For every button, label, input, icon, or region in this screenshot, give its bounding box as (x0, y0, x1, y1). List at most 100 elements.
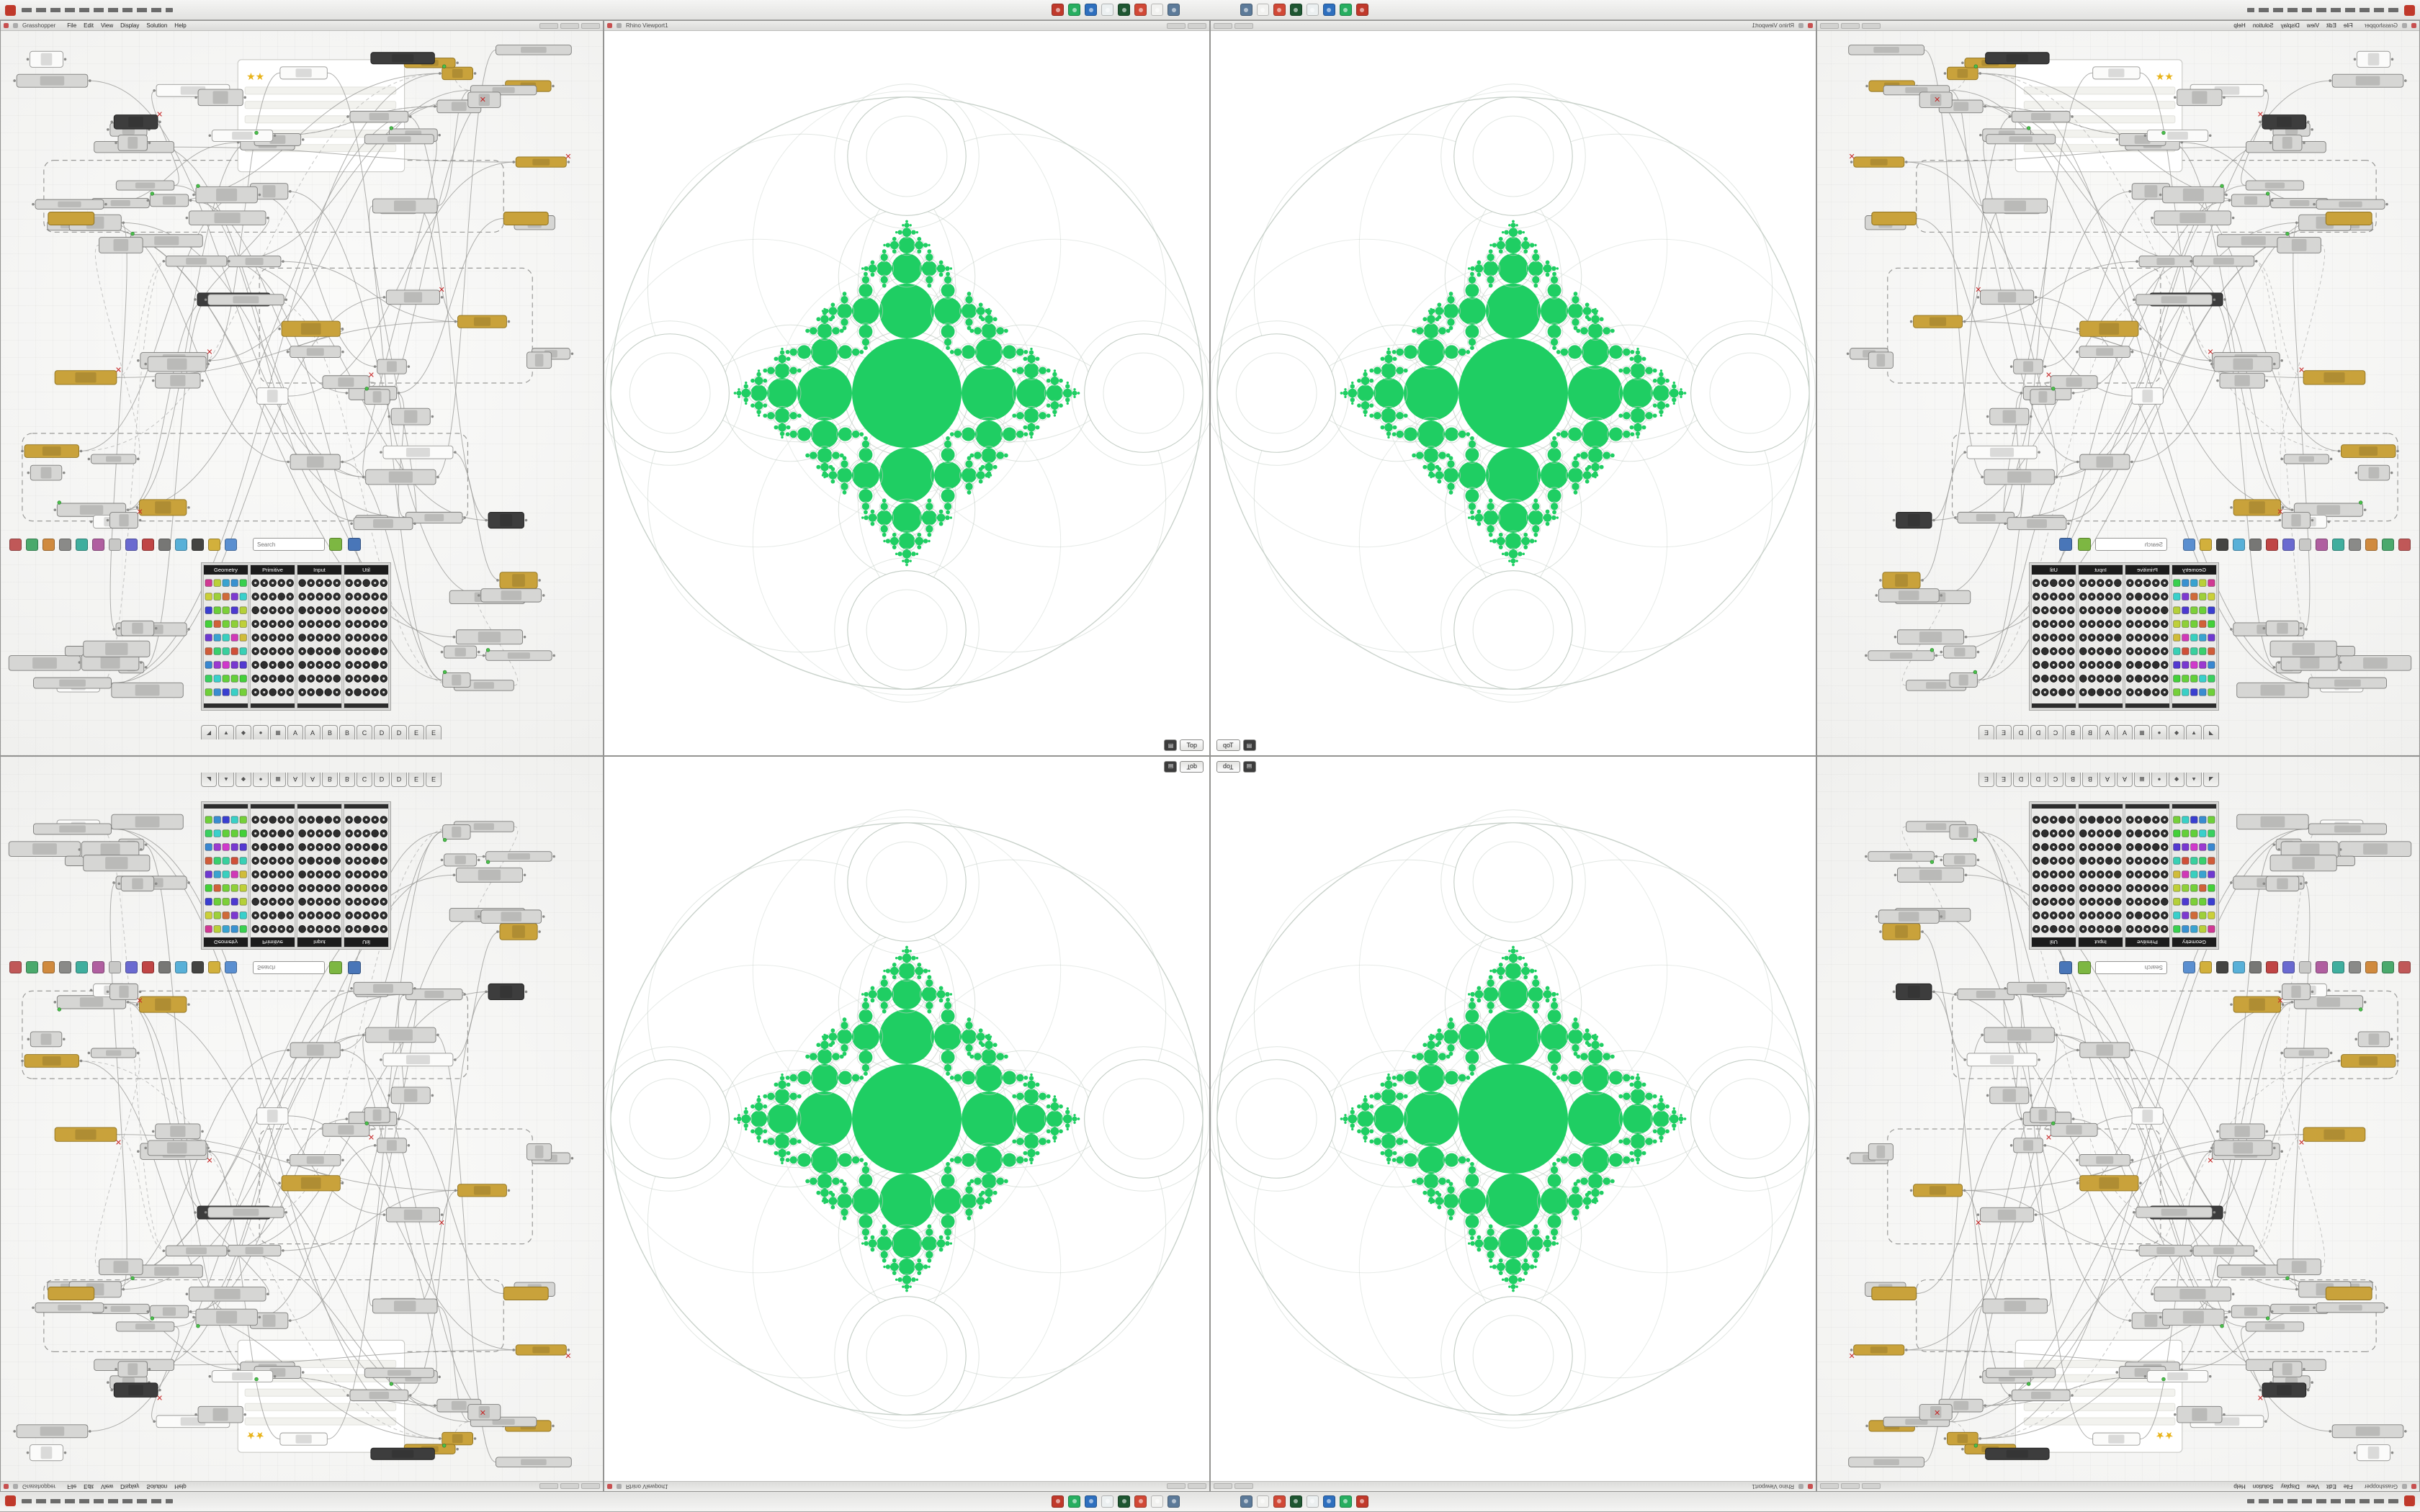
gh-node[interactable] (35, 1302, 104, 1313)
green-app-icon[interactable] (1340, 4, 1352, 16)
bake-icon[interactable] (2266, 538, 2278, 551)
menu-item-edit[interactable]: Edit (2326, 1483, 2336, 1490)
shape-tab-icon[interactable]: ▲ (2186, 725, 2202, 739)
gh-node[interactable] (2303, 370, 2366, 385)
palette-icons[interactable] (2032, 575, 2076, 703)
gh-node[interactable] (99, 237, 143, 253)
gh-node[interactable] (365, 1027, 436, 1043)
minimize-icon[interactable] (2402, 1484, 2407, 1489)
gh-node[interactable] (2265, 876, 2300, 892)
file-save-icon[interactable] (2059, 961, 2072, 974)
named-view-icon[interactable] (2349, 538, 2361, 551)
gh-node[interactable] (1868, 351, 1894, 369)
letter-tab-b[interactable]: B (2082, 725, 2098, 739)
close-icon[interactable] (4, 1484, 9, 1489)
cluster-icon[interactable] (2282, 538, 2295, 551)
gh-node[interactable] (54, 1127, 117, 1142)
rhino-viewport[interactable]: ▤ Top (1211, 757, 1816, 1481)
gh-node[interactable] (444, 645, 478, 659)
gh-node[interactable] (2131, 1107, 2164, 1125)
gh-node[interactable] (364, 134, 434, 145)
gh-node[interactable] (2341, 1054, 2396, 1068)
gh-node[interactable] (442, 672, 471, 688)
gh-node[interactable] (382, 445, 454, 459)
star-icon[interactable]: ★★ (246, 1430, 264, 1441)
shape-tab-icon[interactable]: ◢ (2203, 773, 2219, 787)
palette-section-title[interactable]: Geometry (204, 937, 248, 947)
minimize-icon[interactable] (1798, 1484, 1803, 1489)
menu-item-file[interactable]: File (67, 1483, 77, 1490)
letter-tab-d[interactable]: D (2013, 773, 2029, 787)
letter-tab-e[interactable]: E (426, 725, 442, 739)
app-launcher-icon[interactable] (2404, 1495, 2415, 1507)
settings-app-icon[interactable] (1168, 4, 1180, 16)
palette-icon-grid[interactable] (204, 575, 248, 703)
star-icon[interactable]: ★★ (2156, 1430, 2174, 1441)
gh-node[interactable] (377, 1138, 407, 1153)
cluster-icon[interactable] (125, 538, 138, 551)
gh-node[interactable] (442, 1431, 473, 1446)
palette-icons[interactable] (2079, 809, 2123, 937)
letter-tab-c[interactable]: C (2048, 773, 2063, 787)
close-app-icon[interactable] (1356, 4, 1368, 16)
gh-node[interactable] (1984, 469, 2055, 485)
letter-tab-e[interactable]: E (408, 773, 424, 787)
palette-icons[interactable] (2125, 809, 2169, 937)
close-icon[interactable] (4, 23, 9, 28)
gh-node[interactable] (1966, 445, 2038, 459)
close-icon[interactable] (2411, 23, 2416, 28)
gh-node[interactable] (109, 983, 138, 1000)
shape-tab-icon[interactable]: ◆ (2169, 773, 2184, 787)
palette-section-title[interactable]: Geometry (2172, 565, 2216, 575)
palette-icon-grid[interactable] (2032, 575, 2076, 703)
palette-icon-grid[interactable] (251, 809, 295, 937)
gh-node[interactable] (364, 389, 390, 405)
gh-node[interactable] (113, 114, 158, 130)
gh-node[interactable] (2265, 620, 2300, 636)
letter-tab-e[interactable]: E (1996, 773, 2012, 787)
zoom-icon[interactable] (42, 961, 55, 974)
gh-node[interactable] (1942, 645, 1976, 659)
palette-icon-grid[interactable] (2172, 575, 2216, 703)
pan-icon[interactable] (2382, 961, 2394, 974)
gh-node[interactable] (2283, 454, 2330, 464)
menu-item-help[interactable]: Help (2233, 22, 2246, 29)
viewport-menu-icon[interactable]: ▤ (1164, 761, 1178, 773)
gh-node[interactable] (2236, 814, 2309, 830)
gh-node[interactable] (2079, 1153, 2130, 1166)
gh-node[interactable] (195, 1308, 258, 1326)
letter-tab-c[interactable]: C (2048, 725, 2063, 739)
gh-node[interactable] (2303, 1127, 2366, 1142)
gh-node[interactable] (165, 256, 228, 267)
gh-node[interactable] (349, 110, 409, 123)
letter-tab-d[interactable]: D (391, 725, 407, 739)
shape-tab-icon[interactable]: ◆ (236, 773, 251, 787)
gh-node[interactable] (1896, 629, 1965, 645)
viewport-menu-icon[interactable]: ▤ (1164, 739, 1178, 751)
palette-icons[interactable] (344, 809, 388, 937)
doc-app-icon[interactable] (1151, 4, 1163, 16)
gh-node[interactable] (1878, 909, 1940, 924)
gh-node[interactable] (496, 1457, 572, 1467)
menu-item-display[interactable]: Display (2280, 1483, 2300, 1490)
gh-node[interactable] (165, 1245, 228, 1256)
gh-node[interactable] (149, 194, 189, 207)
gh-node[interactable] (35, 199, 104, 210)
gh-node-selected[interactable] (503, 212, 549, 225)
gh-node[interactable] (290, 454, 341, 470)
gh-node[interactable] (1848, 1457, 1924, 1467)
file-new-icon[interactable] (329, 538, 342, 551)
gh-node[interactable] (2282, 512, 2311, 529)
letter-tab-e[interactable]: E (426, 773, 442, 787)
gh-node[interactable] (353, 981, 413, 995)
palette-section-title[interactable]: Input (297, 565, 341, 575)
gh-node[interactable] (2013, 1138, 2043, 1153)
titlebar-chip[interactable] (539, 22, 558, 29)
gh-node[interactable] (2293, 995, 2364, 1009)
palette-section-title[interactable]: Util (2032, 937, 2076, 947)
file-save-icon[interactable] (2059, 538, 2072, 551)
green-app-icon[interactable] (1068, 1495, 1080, 1508)
camera-icon[interactable] (2216, 961, 2228, 974)
gh-node[interactable] (33, 823, 112, 835)
pan-icon[interactable] (2382, 538, 2394, 551)
